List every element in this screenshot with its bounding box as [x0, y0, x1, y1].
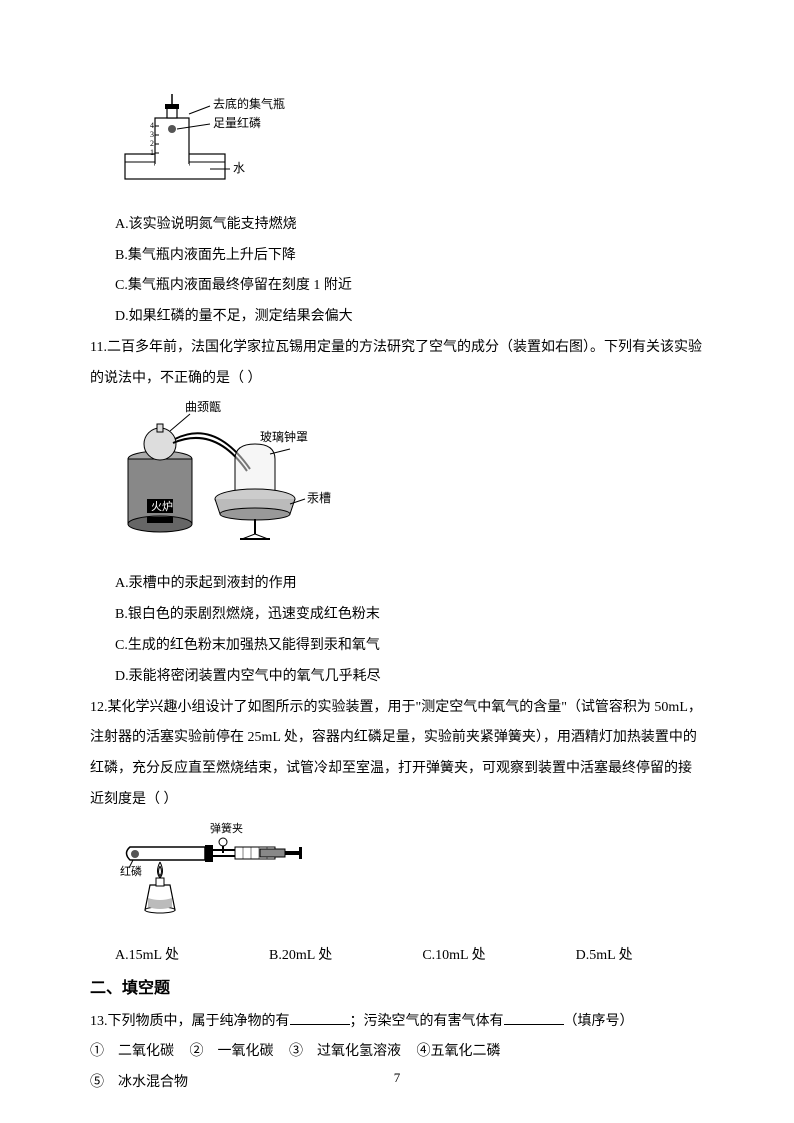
q12-option-c: C.10mL 处 [422, 941, 485, 972]
svg-text:足量红磷: 足量红磷 [213, 115, 261, 130]
q12-option-b: B.20mL 处 [269, 941, 332, 972]
q12-option-a: A.15mL 处 [115, 941, 179, 972]
q13-item5: ⑤ 冰水混合物 [90, 1068, 188, 1099]
svg-text:弹簧夹: 弹簧夹 [210, 821, 243, 835]
svg-text:去底的集气瓶: 去底的集气瓶 [213, 96, 285, 111]
q10-option-a: A.该实验说明氮气能支持燃烧 [115, 210, 704, 241]
q12-stem: 12.某化学兴趣小组设计了如图所示的实验装置，用于"测定空气中氧气的含量"（试管… [90, 693, 704, 816]
svg-text:1: 1 [150, 148, 154, 157]
q13-item2: ② 一氧化碳 [190, 1037, 274, 1068]
svg-text:4: 4 [150, 121, 154, 130]
svg-text:红磷: 红磷 [120, 865, 142, 878]
q12-diagram: 红磷 弹簧夹 [115, 820, 704, 933]
q11-option-b: B.银白色的汞剧烈燃烧，迅速变成红色粉末 [115, 600, 704, 631]
q13-item4: ④五氧化二磷 [417, 1037, 501, 1068]
q11-diagram: 火炉 曲颈甑 玻璃钟罩 汞槽 [115, 399, 704, 562]
q13-item3: ③ 过氧化氢溶液 [289, 1037, 401, 1068]
section2-heading: 二、填空题 [90, 971, 704, 1006]
svg-text:水: 水 [233, 161, 245, 175]
page-number: 7 [394, 1064, 401, 1093]
svg-text:3: 3 [150, 130, 154, 139]
q10-option-c: C.集气瓶内液面最终停留在刻度 1 附近 [115, 271, 704, 302]
q11-stem: 11.二百多年前，法国化学家拉瓦锡用定量的方法研究了空气的成分（装置如右图）。下… [90, 333, 704, 395]
q12-option-d: D.5mL 处 [576, 941, 633, 972]
svg-text:玻璃钟罩: 玻璃钟罩 [260, 429, 308, 444]
q10-option-d: D.如果红磷的量不足，测定结果会偏大 [115, 302, 704, 333]
q10-option-b: B.集气瓶内液面先上升后下降 [115, 241, 704, 272]
q11-option-c: C.生成的红色粉末加强热又能得到汞和氧气 [115, 631, 704, 662]
svg-text:曲颈甑: 曲颈甑 [185, 400, 221, 414]
blank-1 [290, 1011, 350, 1025]
svg-text:2: 2 [150, 139, 154, 148]
svg-text:汞槽: 汞槽 [307, 491, 331, 505]
blank-2 [504, 1011, 564, 1025]
q10-diagram: 4 3 2 1 去底的集气瓶 足量红磷 水 [115, 94, 704, 202]
svg-text:火炉: 火炉 [151, 500, 173, 513]
q11-option-a: A.汞槽中的汞起到液封的作用 [115, 569, 704, 600]
q13-item1: ① 二氧化碳 [90, 1037, 174, 1068]
q11-option-d: D.汞能将密闭装置内空气中的氧气几乎耗尽 [115, 662, 704, 693]
q12-options: A.15mL 处 B.20mL 处 C.10mL 处 D.5mL 处 [115, 941, 704, 972]
q13-stem: 13.下列物质中，属于纯净物的有；污染空气的有害气体有（填序号） [90, 1007, 704, 1038]
